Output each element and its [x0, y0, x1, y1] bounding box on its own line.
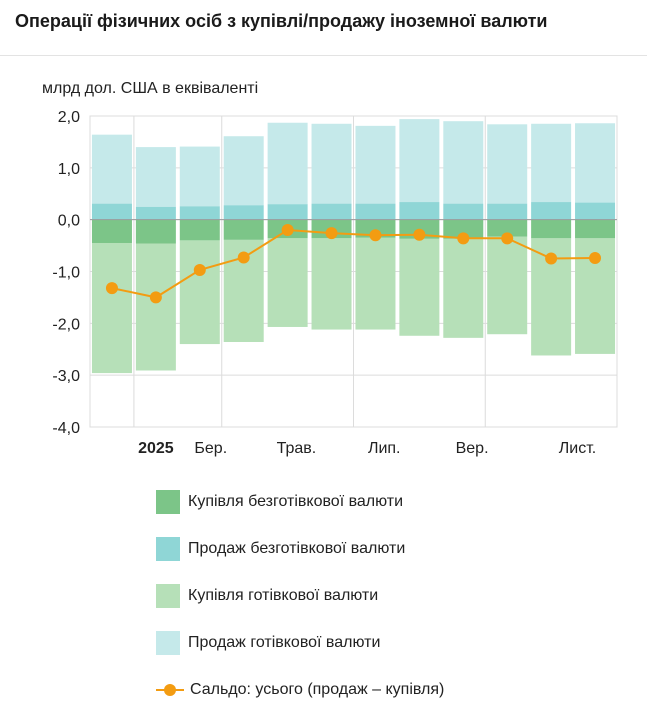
bar-segment [531, 219, 572, 239]
bar-segment [399, 119, 440, 203]
bar-segment [223, 219, 264, 240]
bar-segment [575, 219, 616, 239]
balance-point [501, 232, 514, 245]
legend-item: Сальдо: усього (продаж – купівля) [156, 666, 444, 713]
legend-label: Купівля безготівкової валюти [188, 492, 404, 510]
chart-title: Операції фізичних осіб з купівлі/продажу… [15, 11, 548, 31]
balance-point [281, 224, 294, 237]
bar-segment [311, 238, 352, 330]
y-tick-label: -2,0 [52, 316, 80, 333]
y-tick-label: -1,0 [52, 265, 80, 282]
bar-segment [91, 219, 132, 243]
y-tick-label: 0,0 [58, 213, 80, 230]
legend-line-marker [156, 678, 184, 702]
legend-item: Продаж безготівкової валюти [156, 525, 444, 572]
legend-label: Купівля готівкової валюти [188, 586, 379, 604]
legend-swatch [156, 583, 180, 608]
bar-segment [267, 238, 308, 327]
balance-line [111, 228, 596, 299]
bar-segment [135, 147, 176, 207]
balance-point [457, 232, 470, 245]
bar-segment [91, 203, 132, 220]
x-tick-label: Вер. [456, 440, 489, 457]
legend-item: Продаж готівкової валюти [156, 619, 444, 666]
bar-segment [311, 123, 352, 204]
bar-segment [443, 203, 484, 220]
y-tick-label: 1,0 [58, 161, 80, 178]
balance-point [193, 263, 206, 276]
legend-label: Сальдо: усього (продаж – купівля) [190, 680, 445, 698]
bar-segment [487, 219, 528, 237]
bar-segment [267, 204, 308, 220]
x-tick-label: Лип. [368, 440, 401, 457]
bar-segment [179, 206, 220, 220]
bar-segment [443, 121, 484, 204]
y-tick-label: 2,0 [58, 109, 80, 126]
bar-segment [575, 202, 616, 220]
bar-segment [91, 134, 132, 204]
bar-segment [487, 203, 528, 220]
chart-plot: 2,0 1,0 0,0 -1,0 -2,0 -3,0 -4,0 2025 Бер. Трав. Ли… [52, 109, 618, 457]
y-tick-label: -4,0 [52, 420, 80, 437]
bar-segment [135, 243, 176, 371]
x-tick-label: Лист. [559, 440, 596, 457]
bar-segment [223, 205, 264, 220]
bar-segment [531, 202, 572, 220]
bar-segment [91, 242, 132, 374]
bar-segment [355, 219, 396, 238]
balance-point [105, 282, 118, 295]
legend-item: Купівля готівкової валюти [156, 572, 444, 619]
x-tick-label: Бер. [194, 440, 227, 457]
legend-label: Продаж безготівкової валюти [188, 539, 406, 557]
bar-segment [399, 202, 440, 220]
balance-point [149, 291, 162, 304]
y-tick-label: -3,0 [52, 368, 80, 385]
chart-legend: Купівля безготівкової валюти Продаж безго… [156, 478, 444, 713]
bar-segment [135, 206, 176, 220]
bar-segment [355, 237, 396, 330]
legend-label: Продаж готівкової валюти [188, 633, 381, 651]
balance-point [545, 252, 558, 265]
y-axis-label: млрд дол. США в еквіваленті [42, 80, 259, 97]
bar-segment [531, 123, 572, 203]
bar-segment [267, 122, 308, 205]
balance-point [325, 227, 338, 240]
bar-segment [399, 238, 440, 336]
balance-point [589, 252, 602, 265]
bar-segment [311, 203, 352, 220]
legend-swatch [156, 536, 180, 561]
bar-segment [179, 146, 220, 207]
bar-segment [179, 240, 220, 345]
bar-segment [443, 219, 484, 239]
bar-segment [487, 236, 528, 335]
bar-segment [487, 124, 528, 204]
bar-segment [135, 219, 176, 244]
legend-swatch [156, 630, 180, 655]
legend-item: Купівля безготівкової валюти [156, 478, 444, 525]
legend-swatch [156, 489, 180, 514]
balance-point [413, 228, 426, 241]
bar-segment [223, 136, 264, 206]
title-divider [0, 55, 647, 56]
bar-segment [179, 219, 220, 241]
bar-segment [355, 125, 396, 204]
x-tick-label: 2025 [138, 440, 174, 457]
bar-segment [575, 123, 616, 203]
balance-point [369, 229, 382, 242]
bar-segment [355, 203, 396, 220]
bar-segment [443, 238, 484, 338]
balance-point [237, 251, 250, 264]
x-tick-label: Трав. [277, 440, 317, 457]
